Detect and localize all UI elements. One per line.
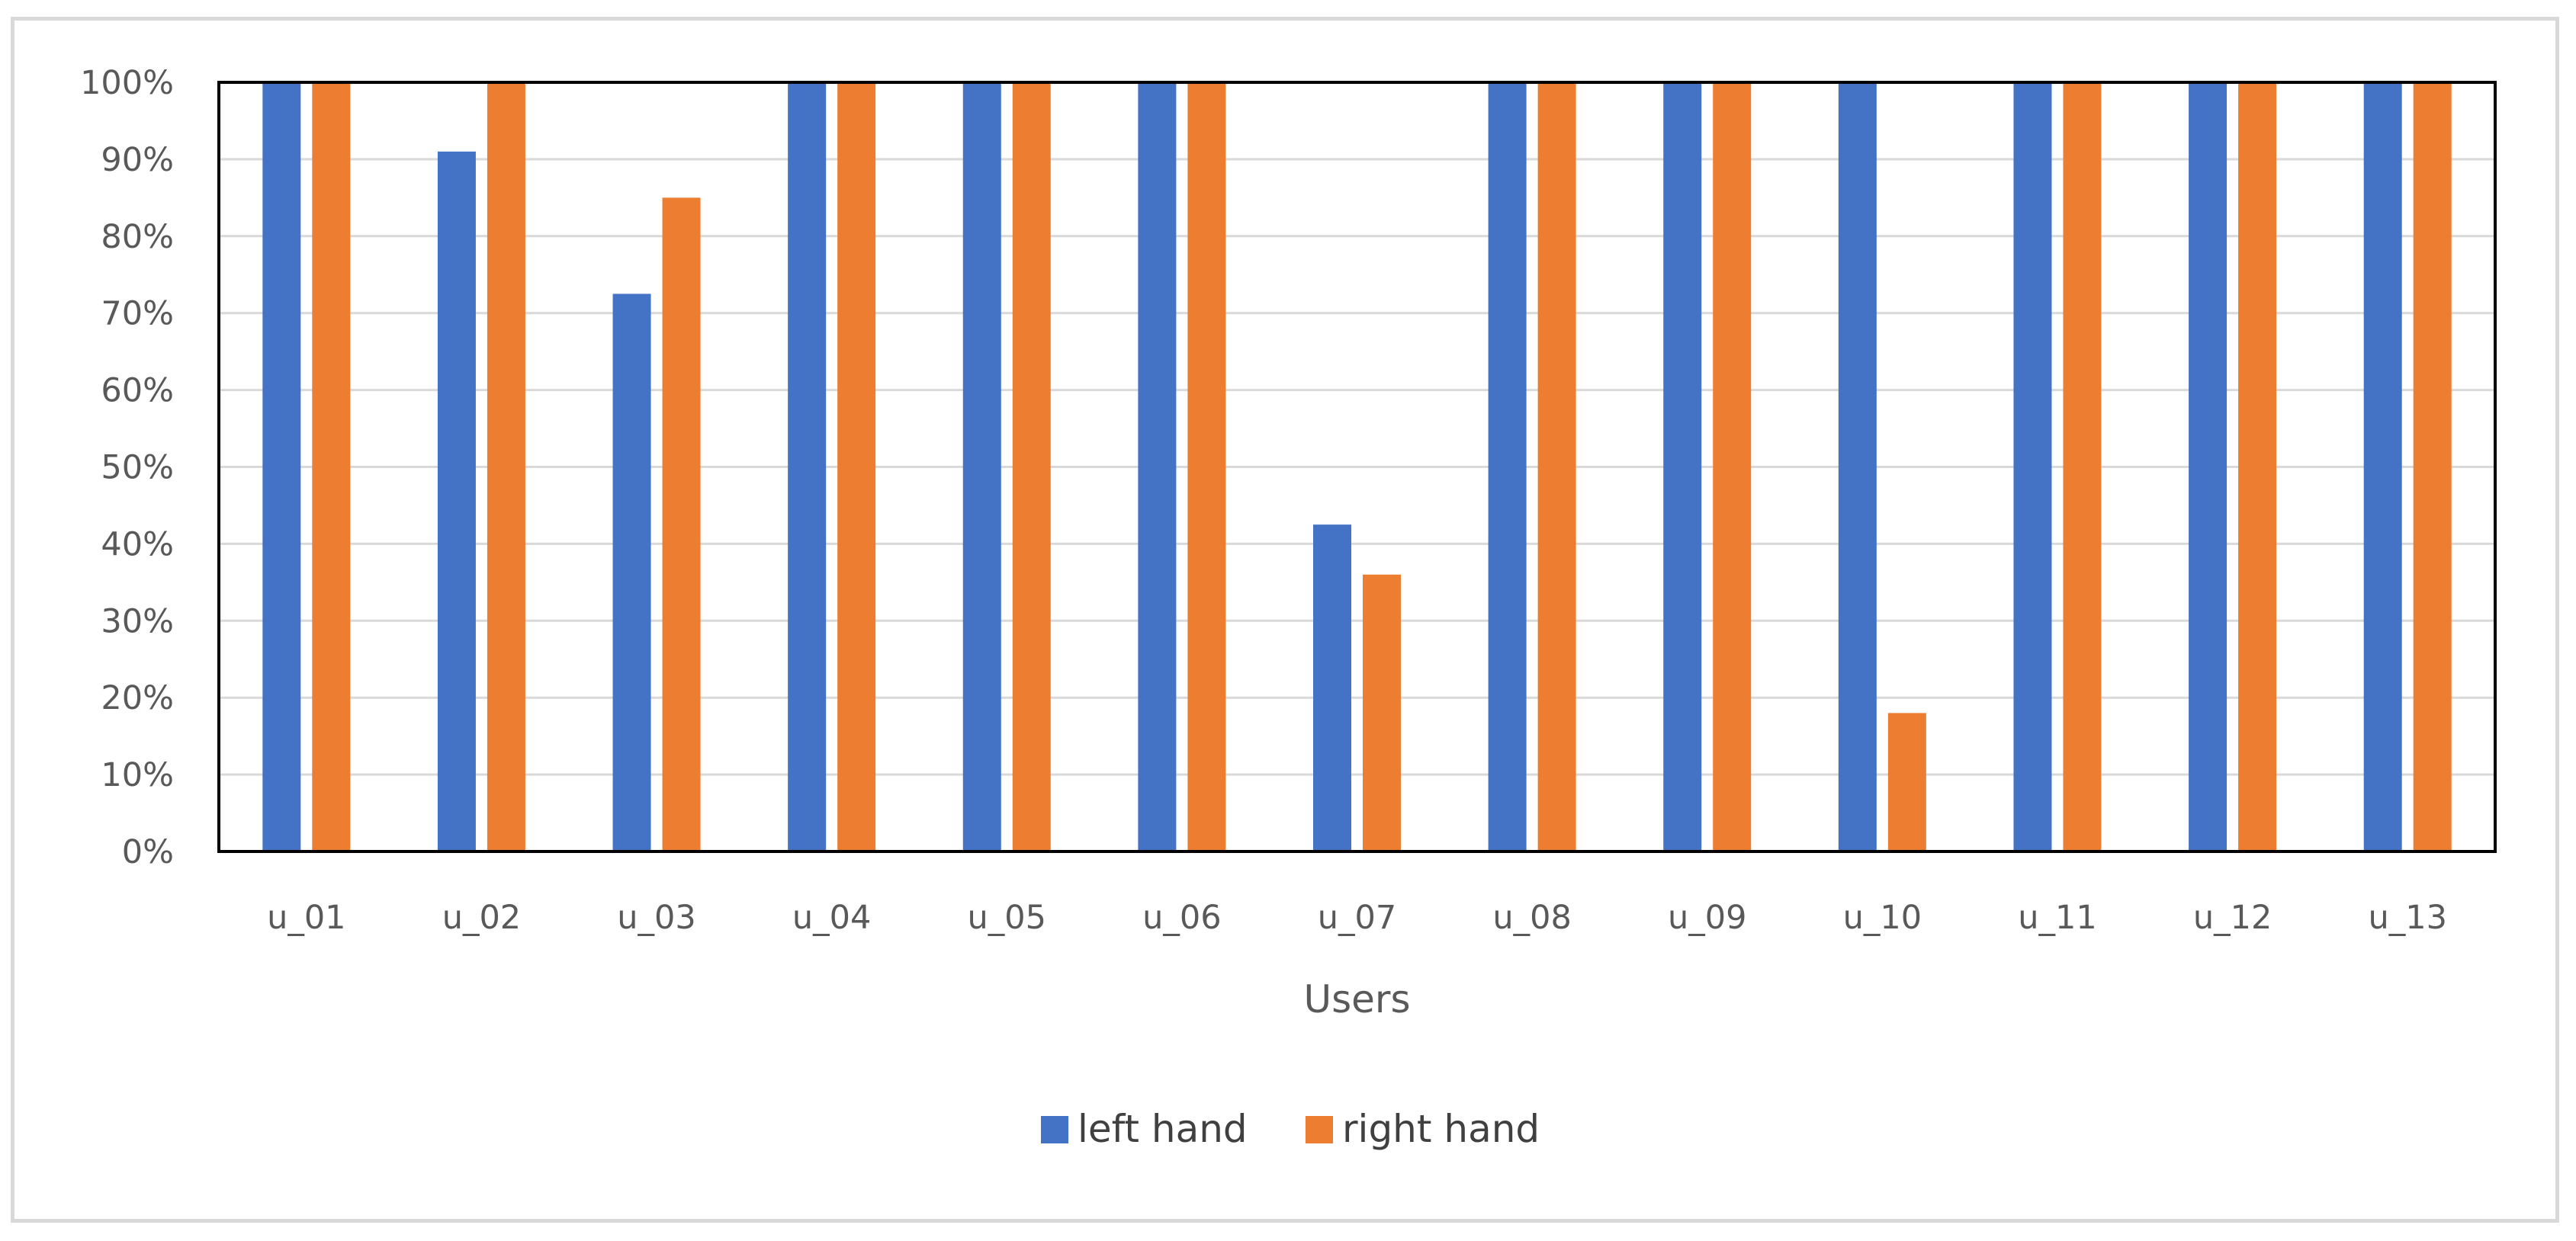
bar-left-hand-u_01 <box>262 82 301 851</box>
bar-left-hand-u_13 <box>2363 82 2402 851</box>
bar-right-hand-u_06 <box>1187 82 1226 851</box>
x-tick-label: u_05 <box>968 899 1046 937</box>
bar-right-hand-u_10 <box>1887 713 1926 851</box>
y-tick-label: 70% <box>101 295 174 333</box>
bar-right-hand-u_01 <box>312 82 351 851</box>
x-tick-label: u_10 <box>1843 899 1922 937</box>
y-tick-label: 60% <box>101 372 174 410</box>
x-tick-label: u_09 <box>1668 899 1746 937</box>
bar-right-hand-u_03 <box>662 197 701 852</box>
bar-left-hand-u_06 <box>1138 82 1177 851</box>
y-tick-label: 40% <box>101 525 174 563</box>
bar-left-hand-u_12 <box>2189 82 2228 851</box>
x-tick-label: u_12 <box>2193 899 2272 937</box>
bar-left-hand-u_09 <box>1663 82 1702 851</box>
y-tick-label: 30% <box>101 602 174 640</box>
bar-right-hand-u_04 <box>837 82 876 851</box>
y-tick-label: 50% <box>101 449 174 487</box>
bar-right-hand-u_12 <box>2238 82 2277 851</box>
bar-left-hand-u_11 <box>2013 82 2052 851</box>
legend: left hand right hand <box>1041 1107 1540 1151</box>
x-tick-label: u_03 <box>617 899 695 937</box>
legend-swatch <box>1041 1116 1068 1143</box>
bars <box>262 82 2452 852</box>
bar-right-hand-u_05 <box>1012 82 1051 851</box>
bar-right-hand-u_13 <box>2413 82 2452 851</box>
bar-right-hand-u_08 <box>1537 82 1576 851</box>
bar-right-hand-u_02 <box>487 82 525 851</box>
legend-label: right hand <box>1342 1107 1540 1151</box>
bar-right-hand-u_09 <box>1713 82 1752 851</box>
x-tick-label: u_06 <box>1142 899 1221 937</box>
bar-left-hand-u_03 <box>612 293 651 852</box>
x-axis-tick-labels: u_01 u_02 u_03 u_04 u_05 u_06 u_07 u_08 u_09 u_10… <box>267 899 2447 937</box>
y-tick-label: 100% <box>80 64 174 102</box>
x-tick-label: u_11 <box>2018 899 2096 937</box>
bar-left-hand-u_05 <box>962 82 1001 851</box>
bar-right-hand-u_11 <box>2063 82 2102 851</box>
bar-right-hand-u_07 <box>1363 574 1401 851</box>
y-tick-label: 80% <box>101 218 174 256</box>
x-tick-label: u_01 <box>267 899 345 937</box>
gridlines <box>219 81 2495 853</box>
bar-left-hand-u_08 <box>1488 82 1527 851</box>
bar-left-hand-u_02 <box>437 151 476 851</box>
x-tick-label: u_04 <box>792 899 871 937</box>
y-axis-tick-labels: 0% 10% 20% 30% 40% 50% 60% 70% 80% 90% 100% <box>80 64 174 871</box>
bar-left-hand-u_07 <box>1313 524 1351 851</box>
legend-swatch <box>1306 1116 1333 1143</box>
plot-area-border <box>217 81 2497 853</box>
x-tick-label: u_08 <box>1492 899 1571 937</box>
y-tick-label: 20% <box>101 679 174 717</box>
x-tick-label: u_13 <box>2368 899 2446 937</box>
y-tick-label: 10% <box>101 756 174 794</box>
x-tick-label: u_07 <box>1318 899 1396 937</box>
legend-label: left hand <box>1078 1107 1248 1151</box>
x-axis-title: Users <box>1303 977 1410 1021</box>
x-tick-label: u_02 <box>442 899 521 937</box>
y-tick-label: 90% <box>101 141 174 179</box>
y-tick-label: 0% <box>122 833 174 871</box>
bar-left-hand-u_10 <box>1838 82 1877 851</box>
bar-left-hand-u_04 <box>788 82 827 851</box>
